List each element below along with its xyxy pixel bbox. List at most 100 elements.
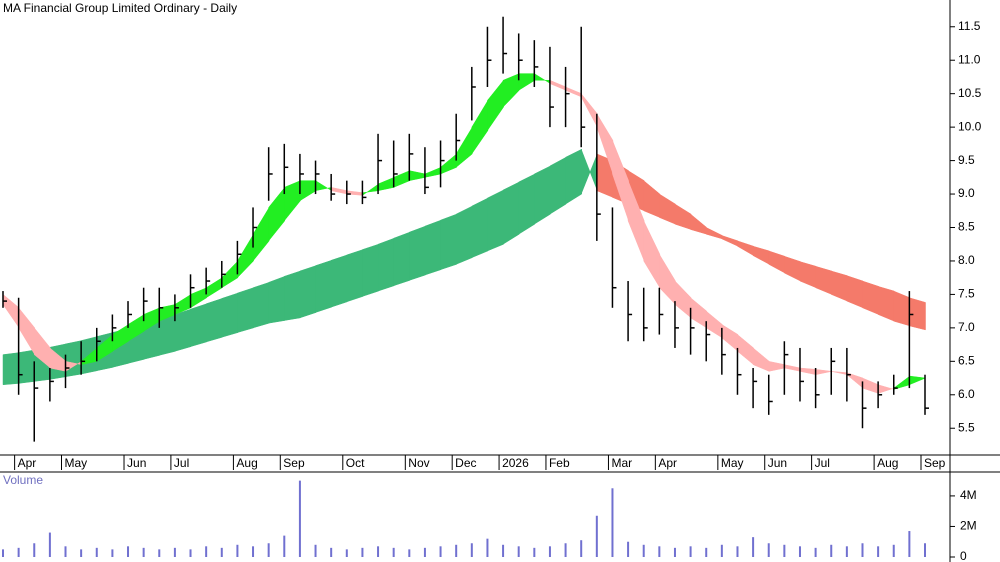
volume-bar [783,544,786,557]
ma-ribbon [377,237,395,292]
ma-ribbon [190,303,207,347]
volume-bar [533,547,536,557]
ma-ribbon [487,79,504,132]
volume-bar [798,546,801,557]
volume-bar [470,543,473,557]
volume-bar [908,531,911,557]
volume-bar [595,515,598,557]
ma-ribbon [690,297,707,329]
volume-bar [392,547,395,557]
x-tick-label: Jul [174,456,189,470]
y-tick-label: 10.5 [958,86,982,100]
ma-ribbon [549,156,567,215]
ma-ribbon [471,197,489,258]
volume-bar [205,546,208,557]
volume-bar [486,538,489,557]
ma-ribbon [237,287,254,333]
volume-bar [189,549,192,557]
ma-ribbon [455,205,473,265]
x-tick-label: Apr [658,456,677,470]
volume-bar [267,543,270,557]
ma-ribbon [659,193,676,225]
ma-ribbon [674,203,692,230]
x-tick-label: Dec [455,456,476,470]
y-tick-label: 7.5 [958,287,975,301]
volume-bar [861,543,864,557]
ma-ribbon [455,126,473,168]
ma-ribbon [518,173,536,235]
x-tick-label: Nov [408,456,429,470]
volume-bar [220,547,223,557]
ma-ribbon [705,310,723,339]
y-tick-label: 9.0 [958,186,975,200]
volume-bar [64,546,67,557]
ma-ribbon [221,292,239,338]
volume-bar [158,549,161,557]
ma-ribbon [34,327,51,369]
volume-tick-label: 2M [960,519,977,533]
volume-bar [95,547,98,557]
ma-ribbon [737,334,754,366]
volume-tick-label: 4M [960,488,977,502]
ma-ribbon [252,206,270,262]
volume-bar [283,535,286,557]
y-tick-label: 11.0 [958,52,981,66]
volume-title: Volume [3,473,43,487]
y-tick-label: 7.0 [958,320,975,334]
volume-bar [814,547,817,557]
volume-bar [142,547,145,557]
ma-ribbon [534,165,551,225]
ma-ribbon [643,180,661,218]
volume-bar [502,544,505,557]
volume-bar [658,546,661,557]
volume-bar [314,544,317,557]
ma-ribbon [362,243,379,297]
ma-ribbon [346,249,364,303]
ma-ribbon [315,259,332,313]
volume-bar [423,547,426,557]
ma-ribbon [252,282,270,329]
volume-bar [298,480,301,557]
ma-ribbon [565,148,582,205]
volume-bar [408,549,411,557]
y-tick-label: 11.5 [958,19,981,33]
x-tick-label: Aug [877,456,898,470]
volume-bar [548,546,551,557]
y-tick-label: 8.0 [958,253,975,267]
volume-tick-label: 0 [960,549,967,562]
y-tick-label: 8.5 [958,220,975,234]
volume-bar [845,546,848,557]
ma-ribbon [268,186,286,242]
ma-ribbon [174,308,192,352]
ma-ribbon [284,180,301,222]
x-tick-label: Mar [611,456,632,470]
volume-bar [361,547,364,557]
x-tick-label: May [65,456,88,470]
ma-ribbon [159,314,176,356]
ma-ribbon [127,314,145,342]
y-tick-label: 6.0 [958,387,975,401]
volume-bar [236,544,239,557]
volume-bar [736,546,739,557]
ma-ribbon [65,340,82,378]
ma-ribbon [487,189,504,252]
x-tick-label: 2026 [502,456,529,470]
volume-bar [48,532,51,557]
x-tick-label: Feb [549,456,570,470]
volume-bar [439,546,442,557]
volume-bar [673,547,676,557]
volume-bar [705,547,708,557]
ma-ribbon [205,298,223,343]
ma-ribbon [393,231,411,287]
volume-bar [111,549,114,557]
volume-bar [517,546,520,557]
volume-bar [564,543,567,557]
x-tick-label: Jun [127,456,146,470]
ma-ribbon [284,270,301,321]
volume-bar [611,488,614,557]
ma-ribbon [440,213,457,271]
volume-bar [689,546,692,557]
ma-ribbon [502,181,520,245]
y-tick-label: 9.5 [958,153,975,167]
